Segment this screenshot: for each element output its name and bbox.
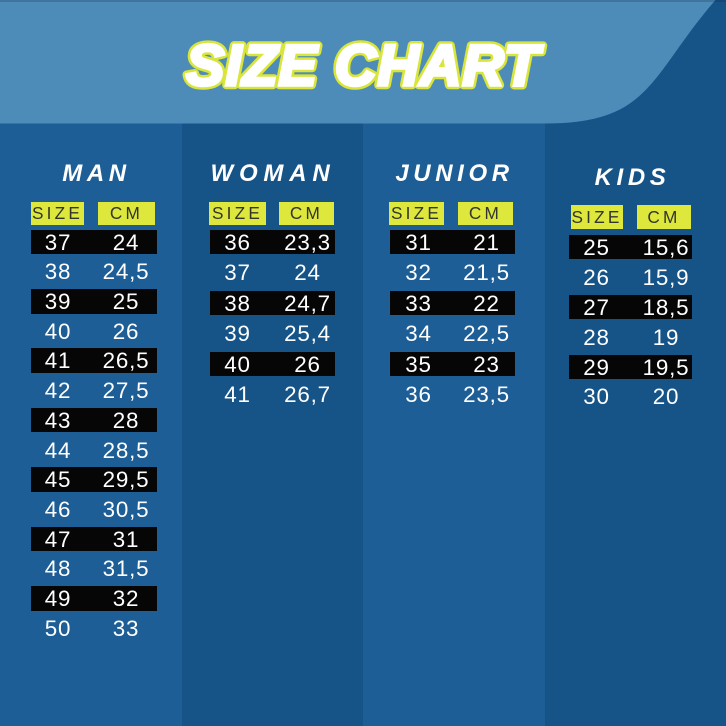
svg-text:SIZE CHART: SIZE CHART bbox=[186, 34, 544, 98]
svg-text:SIZE CHART: SIZE CHART bbox=[186, 34, 544, 98]
